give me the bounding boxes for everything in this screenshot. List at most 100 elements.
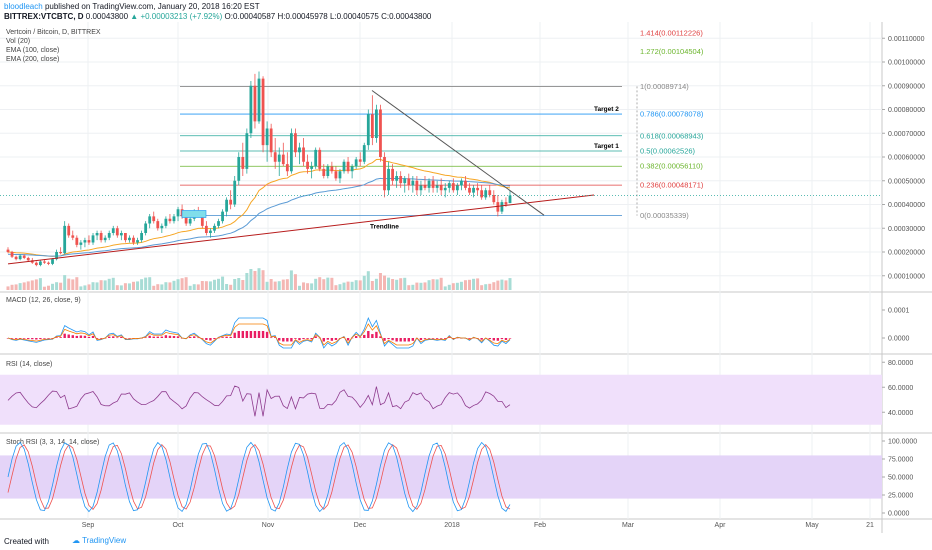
candle-body <box>439 185 443 191</box>
volume-bar <box>180 278 184 290</box>
candle-body <box>144 223 148 233</box>
volume-bar <box>34 279 38 290</box>
candle-body <box>391 168 394 181</box>
macd-hist-bar <box>43 338 46 339</box>
macd-hist-bar <box>27 338 30 339</box>
y-tick-label: 0.00020000 <box>888 250 925 257</box>
x-tick-label: Nov <box>262 522 275 529</box>
chart-area[interactable]: Sep Oct Nov Dec 2018 Feb Mar Apr May 21 0.00110000… <box>0 22 932 533</box>
volume-bar <box>152 285 156 290</box>
macd-hist-bar <box>419 338 423 340</box>
candle-body <box>225 199 229 212</box>
macd-hist-bar <box>22 338 26 339</box>
candle-body <box>237 157 241 181</box>
candle-body <box>419 185 423 191</box>
macd-hist-bar <box>128 338 131 339</box>
macd-hist-bar <box>269 337 273 339</box>
macd-hist-bar <box>95 338 99 339</box>
candle-body <box>362 145 366 162</box>
main-legend-item: Vol (20) <box>6 38 30 45</box>
volume-bar <box>334 285 338 290</box>
volume-bar <box>103 280 107 290</box>
volume-bar <box>455 282 459 290</box>
volume-bar <box>403 277 407 290</box>
candle-body <box>322 168 326 176</box>
y-tick-label: 0.0000 <box>888 511 910 518</box>
candle-body <box>152 216 156 222</box>
volume-bar <box>188 285 192 290</box>
candle-body <box>318 149 322 169</box>
candle-body <box>298 147 301 153</box>
y-tick-label: 0.0001 <box>888 308 910 315</box>
volume-bar <box>354 280 358 290</box>
x-tick-label: Mar <box>622 522 635 529</box>
tradingview-logo-link[interactable]: ☁ TradingView <box>72 536 127 545</box>
fib-label: 1(0.00089714) <box>640 82 689 91</box>
volume-bar <box>75 277 79 290</box>
candle-body <box>261 78 265 146</box>
volume-bar <box>310 283 314 290</box>
candle-body <box>160 225 164 229</box>
x-tick-label: 2018 <box>444 522 460 529</box>
candle-body <box>217 221 220 226</box>
macd-hist-bar <box>306 338 309 339</box>
candle-body <box>249 85 253 134</box>
y-tick-label: 0.00110000 <box>888 36 925 43</box>
macd-hist-bar <box>265 331 269 338</box>
y-tick-label: 80.0000 <box>888 360 913 367</box>
volume-bar <box>59 282 63 290</box>
candle-body <box>488 190 492 195</box>
volume-bar <box>383 275 386 290</box>
macd-hist-bar <box>391 338 394 341</box>
candle-body <box>204 225 208 233</box>
fib-label: 0.618(0.00068943) <box>640 131 704 140</box>
volume-bar <box>245 273 249 290</box>
volume-bar <box>67 278 71 290</box>
volume-bar <box>326 277 330 290</box>
volume-bar <box>346 281 350 290</box>
macd-hist-bar <box>176 336 180 338</box>
macd-hist-bar <box>431 338 435 339</box>
volume-bar <box>269 279 273 290</box>
volume-bar <box>435 279 439 290</box>
macd-hist-bar <box>383 338 386 341</box>
volume-bar <box>463 280 467 290</box>
volume-bar <box>395 279 399 290</box>
candle-body <box>350 166 354 172</box>
volume-bar <box>160 284 164 290</box>
macd-hist-bar <box>156 336 159 338</box>
macd-hist-bar <box>508 338 512 339</box>
stoch-band <box>0 455 882 499</box>
y-tick-label: 0.00060000 <box>888 155 925 162</box>
y-tick-label: 40.0000 <box>888 410 913 417</box>
y-tick-label: 100.0000 <box>888 439 917 446</box>
volume-bar <box>399 278 403 290</box>
candle-body <box>14 256 18 260</box>
volume-bar <box>46 285 50 290</box>
volume-bar <box>330 277 334 290</box>
macd-hist-bar <box>399 338 402 342</box>
candle-body <box>476 187 480 191</box>
author-link[interactable]: bloodleach <box>4 2 43 11</box>
y-tick-label: 25.0000 <box>888 493 913 500</box>
candle-body <box>435 185 439 188</box>
y-tick-label: 0.00070000 <box>888 131 925 138</box>
candle-body <box>379 109 382 157</box>
macd-hist-bar <box>249 331 253 338</box>
volume-bar <box>55 282 59 290</box>
price-change: ▲ +0.00003213 (+7.92%) <box>130 12 223 21</box>
volume-bar <box>237 278 241 290</box>
y-tick-label: 0.0000 <box>888 336 910 343</box>
macd-hist-bar <box>363 334 366 338</box>
ascending-trendline <box>7 194 595 265</box>
volume-bar <box>176 279 180 290</box>
candle-body <box>464 180 467 188</box>
volume-bar <box>18 283 22 290</box>
y-tick-label: 0.00010000 <box>888 273 925 280</box>
macd-hist-bar <box>14 338 18 339</box>
candle-body <box>354 159 358 167</box>
macd-hist-bar <box>83 335 87 338</box>
macd-hist-bar <box>435 338 439 339</box>
candle-body <box>18 255 22 260</box>
candle-body <box>508 195 512 204</box>
